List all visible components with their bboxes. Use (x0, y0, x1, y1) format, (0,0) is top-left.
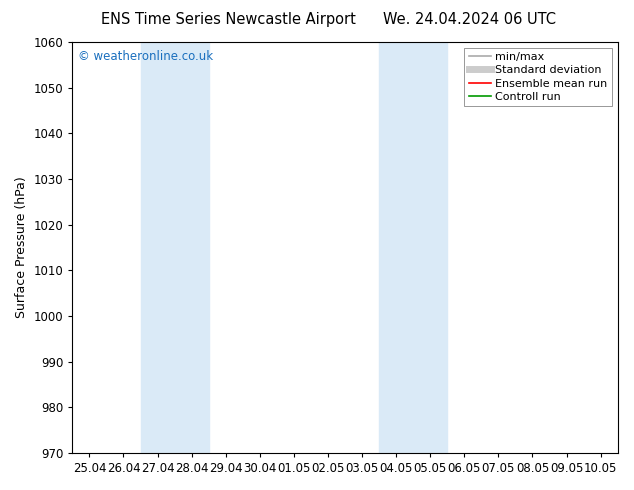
Legend: min/max, Standard deviation, Ensemble mean run, Controll run: min/max, Standard deviation, Ensemble me… (464, 48, 612, 106)
Text: © weatheronline.co.uk: © weatheronline.co.uk (78, 50, 213, 63)
Text: ENS Time Series Newcastle Airport: ENS Time Series Newcastle Airport (101, 12, 356, 27)
Text: We. 24.04.2024 06 UTC: We. 24.04.2024 06 UTC (383, 12, 555, 27)
Bar (141, 42, 209, 453)
Bar (379, 42, 447, 453)
Y-axis label: Surface Pressure (hPa): Surface Pressure (hPa) (15, 176, 28, 318)
